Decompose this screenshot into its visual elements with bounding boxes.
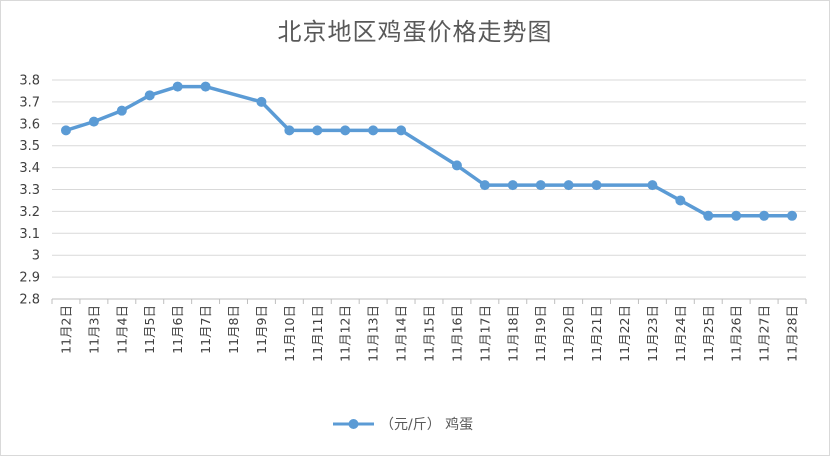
x-axis-ticks: 11月2日 11月3日 11月4日 11月5日 11月6日 11月7日 11月8日 11月9日… bbox=[58, 305, 799, 362]
x-tick-label: 11月17日 bbox=[477, 305, 492, 362]
data-point bbox=[591, 180, 602, 191]
x-tick-label: 11月15日 bbox=[422, 305, 437, 362]
y-tick-label: 3.1 bbox=[19, 227, 40, 242]
data-point bbox=[731, 210, 742, 221]
x-tick-label: 11月13日 bbox=[366, 305, 381, 362]
data-point bbox=[144, 90, 155, 101]
y-tick-label: 3.8 bbox=[19, 74, 40, 89]
y-tick-label: 3.5 bbox=[19, 139, 40, 154]
data-point bbox=[312, 125, 323, 136]
legend-series-label: （元/斤） 鸡蛋 bbox=[380, 416, 473, 433]
y-tick-label: 3.4 bbox=[19, 161, 40, 176]
x-tick-label: 11月9日 bbox=[254, 305, 269, 354]
x-tick-label: 11月26日 bbox=[729, 305, 744, 362]
data-point bbox=[703, 210, 714, 221]
y-tick-label: 2.8 bbox=[19, 293, 40, 308]
x-tick-label: 11月23日 bbox=[645, 305, 660, 362]
data-point bbox=[60, 125, 71, 136]
data-point bbox=[256, 96, 267, 107]
data-point bbox=[340, 125, 351, 136]
data-point bbox=[507, 180, 518, 191]
y-axis-ticks: 2.8 2.9 3 3.1 3.2 3.3 3.4 3.5 3.6 3.7 3.8 bbox=[19, 74, 40, 308]
chart-title: 北京地区鸡蛋价格走势图 bbox=[277, 18, 553, 46]
x-tick-label: 11月28日 bbox=[785, 305, 800, 362]
data-point bbox=[563, 180, 574, 191]
x-tick-label: 11月7日 bbox=[198, 305, 213, 354]
x-tick-label: 11月5日 bbox=[142, 305, 157, 354]
data-point bbox=[647, 180, 658, 191]
gridlines bbox=[52, 79, 806, 278]
x-tick-label: 11月16日 bbox=[449, 305, 464, 362]
x-tick-label: 11月24日 bbox=[673, 305, 688, 362]
data-point bbox=[535, 180, 546, 191]
y-tick-label: 2.9 bbox=[19, 271, 40, 286]
x-axis bbox=[51, 298, 807, 304]
data-point bbox=[396, 125, 407, 136]
data-point bbox=[88, 116, 99, 127]
x-tick-label: 11月6日 bbox=[170, 305, 185, 354]
x-tick-label: 11月2日 bbox=[58, 305, 73, 354]
data-point bbox=[451, 160, 462, 171]
x-tick-label: 11月19日 bbox=[533, 305, 548, 362]
x-tick-label: 11月21日 bbox=[589, 305, 604, 362]
y-tick-label: 3 bbox=[32, 249, 40, 264]
x-tick-label: 11月3日 bbox=[86, 305, 101, 354]
legend: （元/斤） 鸡蛋 bbox=[333, 416, 473, 433]
legend-dot-marker bbox=[348, 419, 359, 429]
x-tick-label: 11月12日 bbox=[338, 305, 353, 362]
x-tick-label: 11月11日 bbox=[310, 305, 325, 362]
data-point bbox=[759, 210, 770, 221]
x-tick-label: 11月18日 bbox=[505, 305, 520, 362]
x-tick-label: 11月22日 bbox=[617, 305, 632, 362]
y-tick-label: 3.7 bbox=[19, 95, 40, 110]
data-point bbox=[200, 81, 211, 92]
x-tick-label: 11月8日 bbox=[226, 305, 241, 354]
y-tick-label: 3.6 bbox=[19, 117, 40, 132]
data-point bbox=[368, 125, 379, 136]
y-tick-label: 3.3 bbox=[19, 183, 40, 198]
data-point bbox=[787, 210, 798, 221]
y-tick-label: 3.2 bbox=[19, 205, 40, 220]
data-point bbox=[172, 81, 183, 92]
x-tick-label: 11月14日 bbox=[394, 305, 409, 362]
series-layer bbox=[60, 81, 798, 221]
x-tick-label: 11月10日 bbox=[282, 305, 297, 362]
x-tick-label: 11月4日 bbox=[114, 305, 129, 354]
x-tick-label: 11月25日 bbox=[701, 305, 716, 362]
x-tick-label: 11月27日 bbox=[757, 305, 772, 362]
data-point bbox=[116, 105, 127, 116]
data-point bbox=[675, 195, 686, 206]
x-tick-label: 11月20日 bbox=[561, 305, 576, 362]
data-point bbox=[284, 125, 295, 136]
data-point bbox=[479, 180, 490, 191]
